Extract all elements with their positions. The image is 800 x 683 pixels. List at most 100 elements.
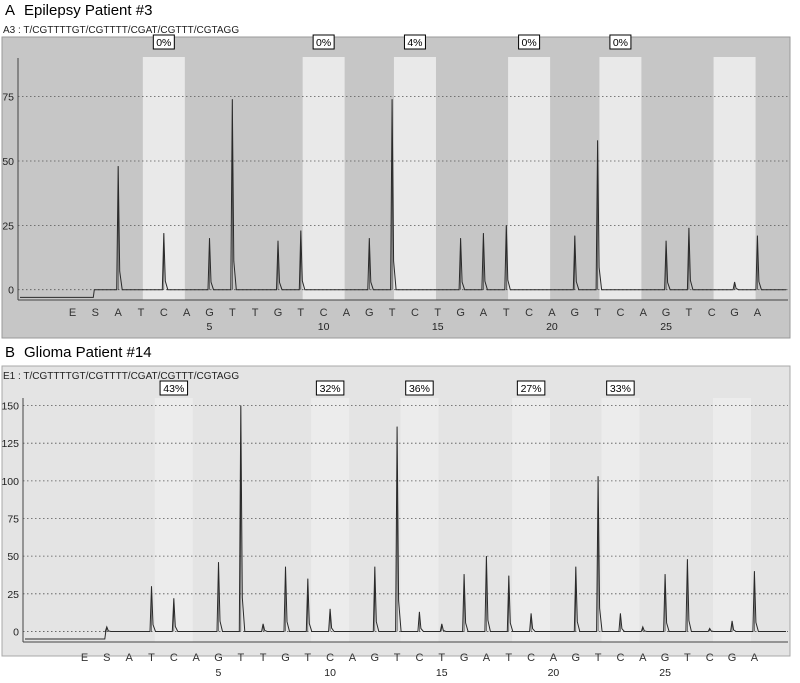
dispensation-letter: C bbox=[616, 307, 624, 319]
dispensation-letter: A bbox=[550, 652, 558, 664]
dispensation-letter: C bbox=[320, 307, 328, 319]
y-tick-label: 125 bbox=[1, 438, 19, 450]
panel-a-y-tick-labels: 0 25 50 75 bbox=[2, 92, 14, 297]
highlight-column bbox=[599, 57, 642, 300]
methylation-box bbox=[403, 34, 426, 50]
panel-b-trace bbox=[25, 405, 786, 640]
methylation-box bbox=[312, 34, 335, 50]
position-number: 20 bbox=[546, 321, 558, 333]
panel-b-y-tick-labels: 0 25 50 75 100 125 150 bbox=[1, 401, 19, 639]
dispensation-letter: T bbox=[237, 652, 244, 664]
dispensation-letter: T bbox=[394, 652, 401, 664]
methylation-label: 43% bbox=[159, 380, 189, 396]
y-tick-label: 25 bbox=[7, 589, 19, 601]
methylation-label: 32% bbox=[315, 380, 345, 396]
panel-b-title: Glioma Patient #14 bbox=[24, 344, 152, 361]
dispensation-letter: C bbox=[326, 652, 334, 664]
methylation-label: 0% bbox=[312, 34, 335, 50]
methylation-label: 0% bbox=[518, 34, 541, 50]
methylation-box bbox=[609, 34, 632, 50]
dispensation-letter: A bbox=[639, 652, 647, 664]
dispensation-letter: T bbox=[438, 652, 445, 664]
highlight-column bbox=[302, 57, 345, 300]
position-number: 10 bbox=[318, 321, 330, 333]
position-number: 5 bbox=[216, 667, 222, 679]
methylation-box bbox=[315, 380, 345, 396]
y-tick-label: 25 bbox=[2, 220, 14, 232]
dispensation-letter: E bbox=[81, 652, 88, 664]
dispensation-letter: C bbox=[616, 652, 624, 664]
highlight-column bbox=[713, 57, 756, 300]
y-tick-label: 50 bbox=[7, 551, 19, 563]
highlight-column bbox=[512, 398, 551, 642]
panel-a-letter: A bbox=[5, 2, 15, 19]
methylation-box bbox=[516, 380, 546, 396]
dispensation-letter: G bbox=[274, 307, 283, 319]
highlight-column bbox=[311, 398, 350, 642]
dispensation-letter: C bbox=[525, 307, 533, 319]
dispensation-letter: A bbox=[349, 652, 357, 664]
dispensation-letter: A bbox=[640, 307, 648, 319]
highlight-column bbox=[508, 57, 551, 300]
dispensation-letter: C bbox=[160, 307, 168, 319]
position-number: 15 bbox=[432, 321, 444, 333]
dispensation-letter: T bbox=[297, 307, 304, 319]
y-tick-label: 100 bbox=[1, 476, 19, 488]
position-number: 5 bbox=[207, 321, 213, 333]
panel-b-highlights bbox=[154, 398, 752, 642]
panel-a-highlights bbox=[142, 57, 756, 300]
dispensation-letter: G bbox=[371, 652, 380, 664]
dispensation-letter: A bbox=[192, 652, 200, 664]
dispensation-letter: G bbox=[662, 307, 671, 319]
panel-a: A Epilepsy Patient #3 A3 : T/CGTTTTGT/CG… bbox=[0, 0, 800, 340]
methylation-label: 27% bbox=[516, 380, 546, 396]
position-number: 10 bbox=[324, 667, 336, 679]
panel-b-letter: B bbox=[5, 344, 15, 361]
dispensation-letter: C bbox=[170, 652, 178, 664]
methylation-box bbox=[606, 380, 635, 396]
position-number: 25 bbox=[659, 667, 671, 679]
methylation-text: 4% bbox=[407, 37, 422, 49]
panel-a-title: Epilepsy Patient #3 bbox=[24, 2, 152, 19]
dispensation-letter: A bbox=[183, 307, 191, 319]
dispensation-letter: G bbox=[205, 307, 214, 319]
dispensation-letter: A bbox=[751, 652, 759, 664]
dispensation-letter: S bbox=[92, 307, 99, 319]
dispensation-letter: C bbox=[411, 307, 419, 319]
dispensation-letter: G bbox=[570, 307, 579, 319]
y-tick-label: 150 bbox=[1, 401, 19, 413]
panel-b-methylation-labels: 43% 32% 36% 27% 33% bbox=[159, 380, 635, 396]
y-tick-label: 50 bbox=[2, 156, 14, 168]
dispensation-letter: G bbox=[214, 652, 223, 664]
methylation-box bbox=[152, 34, 175, 50]
dispensation-letter: T bbox=[686, 307, 693, 319]
dispensation-letter: T bbox=[503, 307, 510, 319]
dispensation-letter: A bbox=[343, 307, 351, 319]
dispensation-letter: G bbox=[571, 652, 580, 664]
y-tick-label: 0 bbox=[13, 626, 19, 638]
methylation-label: 0% bbox=[152, 34, 175, 50]
panel-b-position-numbers: 5 10 15 20 25 bbox=[216, 667, 672, 679]
dispensation-letter: A bbox=[754, 307, 762, 319]
methylation-label: 36% bbox=[405, 380, 434, 396]
dispensation-letter: T bbox=[389, 307, 396, 319]
panel-a-methylation-labels: 0% 0% 4% 0% 0% bbox=[152, 34, 632, 50]
dispensation-letter: G bbox=[281, 652, 290, 664]
dispensation-letter: C bbox=[708, 307, 716, 319]
methylation-label: 0% bbox=[609, 34, 632, 50]
dispensation-letter: T bbox=[229, 307, 236, 319]
dispensation-letter: T bbox=[138, 307, 145, 319]
dispensation-letter: T bbox=[148, 652, 155, 664]
dispensation-letter: T bbox=[684, 652, 691, 664]
y-tick-label: 0 bbox=[8, 285, 14, 297]
methylation-box bbox=[405, 380, 434, 396]
dispensation-letter: C bbox=[415, 652, 423, 664]
methylation-text: 0% bbox=[613, 37, 628, 49]
dispensation-letter: T bbox=[434, 307, 441, 319]
dispensation-letter: A bbox=[114, 307, 122, 319]
methylation-text: 43% bbox=[163, 383, 184, 395]
dispensation-letter: T bbox=[252, 307, 259, 319]
